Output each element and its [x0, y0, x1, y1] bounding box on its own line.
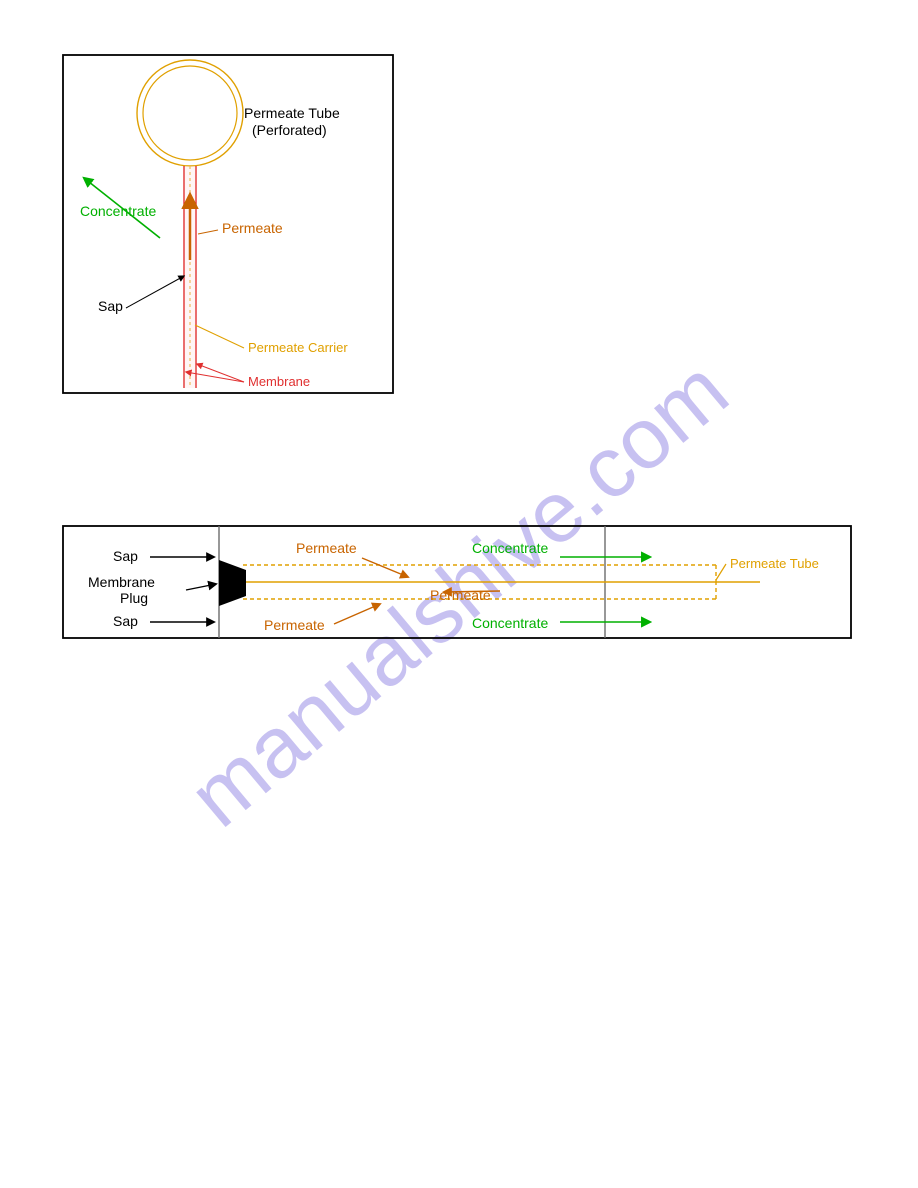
- page: manualshive.com: [0, 0, 918, 1188]
- carrier-leader: [195, 325, 244, 348]
- perm-b-label: Permeate: [264, 617, 325, 633]
- sap-bot-label: Sap: [113, 613, 138, 629]
- conc-b-label: Concentrate: [472, 615, 548, 631]
- perm-tube-leader: [716, 564, 726, 580]
- permeate-label: Permeate: [222, 220, 283, 236]
- permeate-tube-inner: [143, 66, 237, 160]
- tube-title2: (Perforated): [252, 122, 327, 138]
- plug-arrow: [186, 584, 216, 590]
- perm-arrow-top: [362, 558, 408, 577]
- bottom-diagram: Sap Membrane Plug Sap Permeate Permeate …: [0, 500, 918, 700]
- plug-label-1: Membrane: [88, 574, 155, 590]
- permeate-leader: [198, 230, 218, 234]
- perm-arrow-bot: [334, 604, 380, 624]
- perm-t-label: Permeate: [296, 540, 357, 556]
- perm-m-label: Permeate: [430, 587, 491, 603]
- membrane-leader-a: [197, 364, 244, 382]
- membrane-label: Membrane: [248, 374, 310, 389]
- plug-label-2: Plug: [120, 590, 148, 606]
- sap-label: Sap: [98, 298, 123, 314]
- top-diagram: Permeate Tube (Perforated) Concentrate P…: [0, 0, 918, 500]
- conc-t-label: Concentrate: [472, 540, 548, 556]
- tube-title1: Permeate Tube: [244, 105, 340, 121]
- sap-leader: [126, 276, 184, 308]
- carrier-label: Permeate Carrier: [248, 340, 348, 355]
- concentrate-label: Concentrate: [80, 203, 156, 219]
- perm-tube-label: Permeate Tube: [730, 556, 819, 571]
- sap-top-label: Sap: [113, 548, 138, 564]
- membrane-plug-shape: [219, 560, 246, 606]
